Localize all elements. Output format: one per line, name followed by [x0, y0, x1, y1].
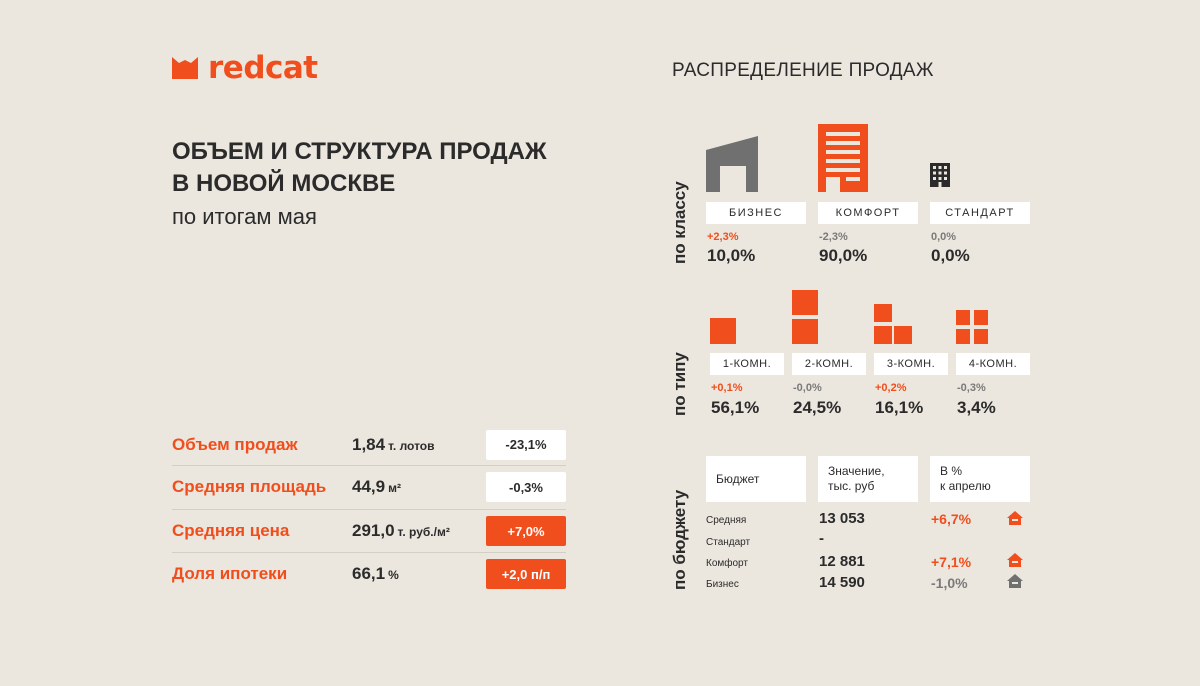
- budget-row-change: +7,1%: [931, 554, 972, 570]
- type-pill-1room: 1-КОМН.: [710, 353, 784, 375]
- metric-change-badge: -23,1%: [486, 429, 566, 460]
- type-change: +0,2%: [875, 382, 907, 394]
- metric-row: Средняя цена 291,0 т. руб./м² +7,0%: [172, 509, 566, 552]
- class-share: 0,0%: [931, 246, 970, 265]
- class-pill-business: БИЗНЕС: [706, 202, 806, 224]
- type-change: -0,3%: [957, 382, 986, 394]
- title-line-2: В НОВОЙ МОСКВЕ: [172, 170, 396, 197]
- type-change: -0,0%: [793, 382, 822, 394]
- budget-header-change-line2: к апрелю: [940, 479, 991, 493]
- metric-label: Объем продаж: [172, 434, 298, 454]
- budget-row-label: Комфорт: [706, 558, 748, 569]
- type-share: 24,5%: [793, 398, 842, 417]
- by-type-label: по типу: [670, 352, 689, 416]
- metric-unit: т. лотов: [388, 438, 435, 453]
- metric-change-badge: +2,0 п/п: [486, 559, 566, 589]
- metric-value: 1,84 т. лотов: [352, 435, 435, 455]
- budget-row-label: Средняя: [706, 515, 747, 526]
- type-change: +0,1%: [711, 382, 743, 394]
- house-up-icon: [1007, 511, 1023, 525]
- budget-row-value: -: [819, 530, 824, 547]
- budget-row-value: 14 590: [819, 574, 865, 591]
- metric-number: 1,84: [352, 434, 386, 454]
- two-room-icon: [792, 290, 818, 344]
- comfort-building-icon: [818, 124, 868, 192]
- metric-row: Средняя площадь 44,9 м² -0,3%: [172, 465, 566, 508]
- metric-change-badge: +7,0%: [486, 516, 566, 546]
- four-room-icon: [956, 310, 988, 344]
- page-subtitle: по итогам мая: [172, 204, 317, 229]
- budget-row-label: Стандарт: [706, 537, 751, 548]
- brand-logo: redcat: [172, 50, 318, 86]
- class-pill-comfort: КОМФОРТ: [818, 202, 918, 224]
- class-change: -2,3%: [819, 231, 848, 243]
- metric-unit: м²: [388, 481, 401, 495]
- type-share: 16,1%: [875, 398, 924, 417]
- cat-logo-icon: [172, 57, 198, 79]
- class-pill-standard: СТАНДАРТ: [930, 202, 1030, 224]
- business-building-icon: [706, 136, 758, 192]
- page-title: ОБЪЕМ И СТРУКТУРА ПРОДАЖ В НОВОЙ МОСКВЕ: [172, 136, 547, 200]
- title-line-1: ОБЪЕМ И СТРУКТУРА ПРОДАЖ: [172, 138, 547, 165]
- metric-value: 291,0 т. руб./м²: [352, 521, 450, 541]
- house-down-icon: [1007, 574, 1023, 588]
- three-room-icon: [874, 304, 912, 344]
- budget-row-label: Бизнес: [706, 579, 739, 590]
- metric-number: 291,0: [352, 521, 395, 540]
- metric-value: 66,1%: [352, 564, 399, 584]
- by-budget-label: по бюджету: [670, 489, 689, 590]
- budget-row-change: -1,0%: [931, 575, 968, 591]
- metric-unit: т. руб./м²: [397, 525, 450, 539]
- metric-label: Средняя площадь: [172, 477, 327, 496]
- budget-header-value-line2: тыс. руб: [828, 479, 875, 493]
- brand-name: redcat: [208, 50, 318, 86]
- metric-label: Доля ипотеки: [172, 564, 288, 583]
- type-pill-3room: 3-КОМН.: [874, 353, 948, 375]
- type-share: 3,4%: [957, 398, 996, 417]
- one-room-icon: [710, 318, 736, 344]
- metric-number: 44,9: [352, 477, 386, 496]
- metric-label: Средняя цена: [172, 521, 290, 540]
- metric-unit: %: [388, 568, 399, 582]
- metric-value: 44,9 м²: [352, 477, 401, 497]
- class-change: +2,3%: [707, 231, 739, 243]
- budget-header-change: В % к апрелю: [930, 456, 1030, 502]
- house-up-icon: [1007, 553, 1023, 567]
- metric-row: Доля ипотеки 66,1% +2,0 п/п: [172, 552, 566, 595]
- type-share: 56,1%: [711, 398, 760, 417]
- budget-row-change: +6,7%: [931, 511, 972, 527]
- metric-row: Объем продаж 1,84 т. лотов -23,1%: [172, 423, 566, 466]
- budget-header-value-line1: Значение,: [828, 464, 885, 478]
- budget-row-value: 12 881: [819, 553, 865, 570]
- type-pill-4room: 4-КОМН.: [956, 353, 1030, 375]
- type-pill-2room: 2-КОМН.: [792, 353, 866, 375]
- distribution-title: РАСПРЕДЕЛЕНИЕ ПРОДАЖ: [672, 60, 934, 81]
- by-class-label: по классу: [670, 181, 689, 264]
- metric-number: 66,1: [352, 564, 386, 583]
- budget-row-value: 13 053: [819, 510, 865, 527]
- budget-header-value: Значение, тыс. руб: [818, 456, 918, 502]
- budget-header-change-line1: В %: [940, 464, 963, 478]
- class-share: 10,0%: [707, 246, 756, 265]
- metric-change-badge: -0,3%: [486, 472, 566, 502]
- standard-building-icon: [930, 163, 950, 187]
- class-change: 0,0%: [931, 231, 957, 243]
- class-share: 90,0%: [819, 246, 868, 265]
- budget-header-segment: Бюджет: [706, 456, 806, 502]
